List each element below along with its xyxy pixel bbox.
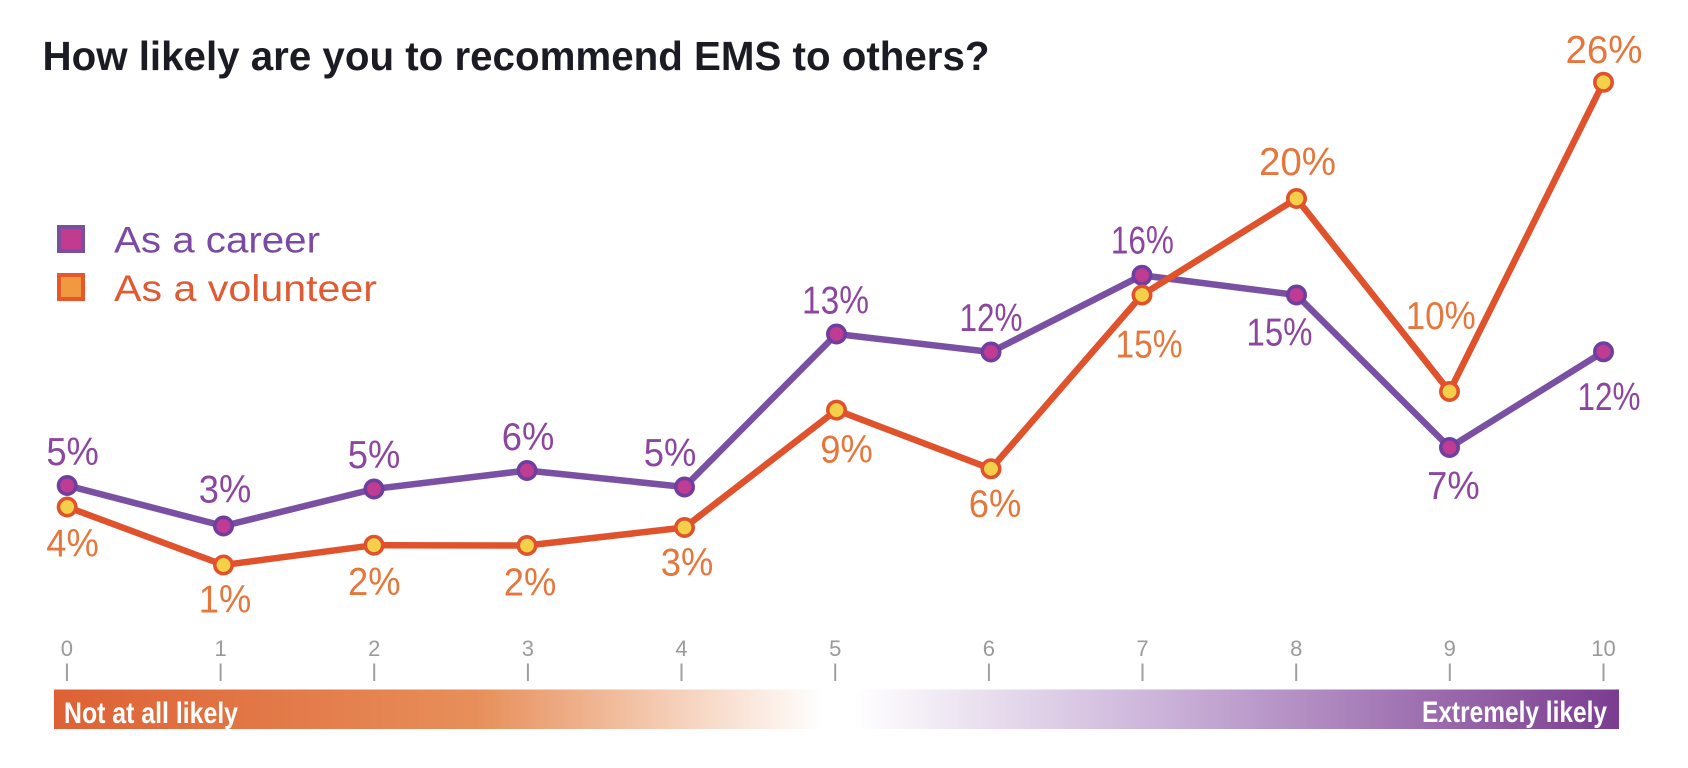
svg-text:9%: 9%	[820, 429, 873, 472]
svg-text:5: 5	[829, 636, 841, 661]
svg-text:8: 8	[1290, 636, 1302, 661]
svg-text:As a volunteer: As a volunteer	[114, 268, 377, 309]
svg-text:26%: 26%	[1565, 29, 1642, 72]
svg-text:10: 10	[1591, 636, 1615, 661]
svg-text:5%: 5%	[46, 431, 99, 474]
svg-text:Extremely likely: Extremely likely	[1422, 696, 1607, 729]
svg-text:6: 6	[983, 636, 995, 661]
svg-text:0: 0	[61, 636, 73, 661]
svg-text:6%: 6%	[502, 416, 555, 459]
svg-text:2%: 2%	[348, 561, 401, 604]
svg-text:15%: 15%	[1247, 312, 1313, 355]
svg-text:7: 7	[1136, 636, 1148, 661]
svg-text:1: 1	[214, 636, 226, 661]
svg-text:10%: 10%	[1406, 295, 1476, 338]
svg-text:1%: 1%	[199, 579, 252, 622]
svg-text:7%: 7%	[1427, 465, 1480, 508]
svg-text:Not at all likely: Not at all likely	[64, 697, 238, 730]
svg-text:5%: 5%	[348, 434, 401, 477]
svg-text:13%: 13%	[802, 280, 869, 323]
svg-text:As a career: As a career	[114, 220, 320, 261]
svg-text:15%: 15%	[1116, 324, 1183, 367]
svg-text:5%: 5%	[644, 432, 697, 475]
svg-text:4: 4	[675, 636, 687, 661]
svg-text:3: 3	[522, 636, 534, 661]
svg-text:3%: 3%	[199, 469, 252, 512]
svg-text:12%: 12%	[1578, 376, 1641, 419]
svg-text:6%: 6%	[969, 483, 1022, 526]
svg-text:9: 9	[1444, 636, 1456, 661]
svg-text:4%: 4%	[46, 523, 99, 566]
svg-text:2%: 2%	[504, 562, 557, 605]
svg-text:How likely are you to recommen: How likely are you to recommend EMS to o…	[43, 33, 990, 79]
svg-text:3%: 3%	[661, 542, 714, 585]
svg-text:20%: 20%	[1259, 141, 1336, 184]
svg-text:16%: 16%	[1111, 220, 1174, 263]
svg-text:12%: 12%	[960, 297, 1023, 340]
svg-text:2: 2	[368, 636, 380, 661]
